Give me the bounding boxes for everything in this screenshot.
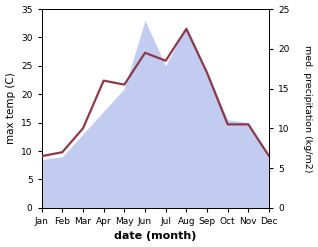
X-axis label: date (month): date (month) [114,231,197,242]
Y-axis label: max temp (C): max temp (C) [5,73,16,144]
Y-axis label: med. precipitation (kg/m2): med. precipitation (kg/m2) [303,45,313,172]
